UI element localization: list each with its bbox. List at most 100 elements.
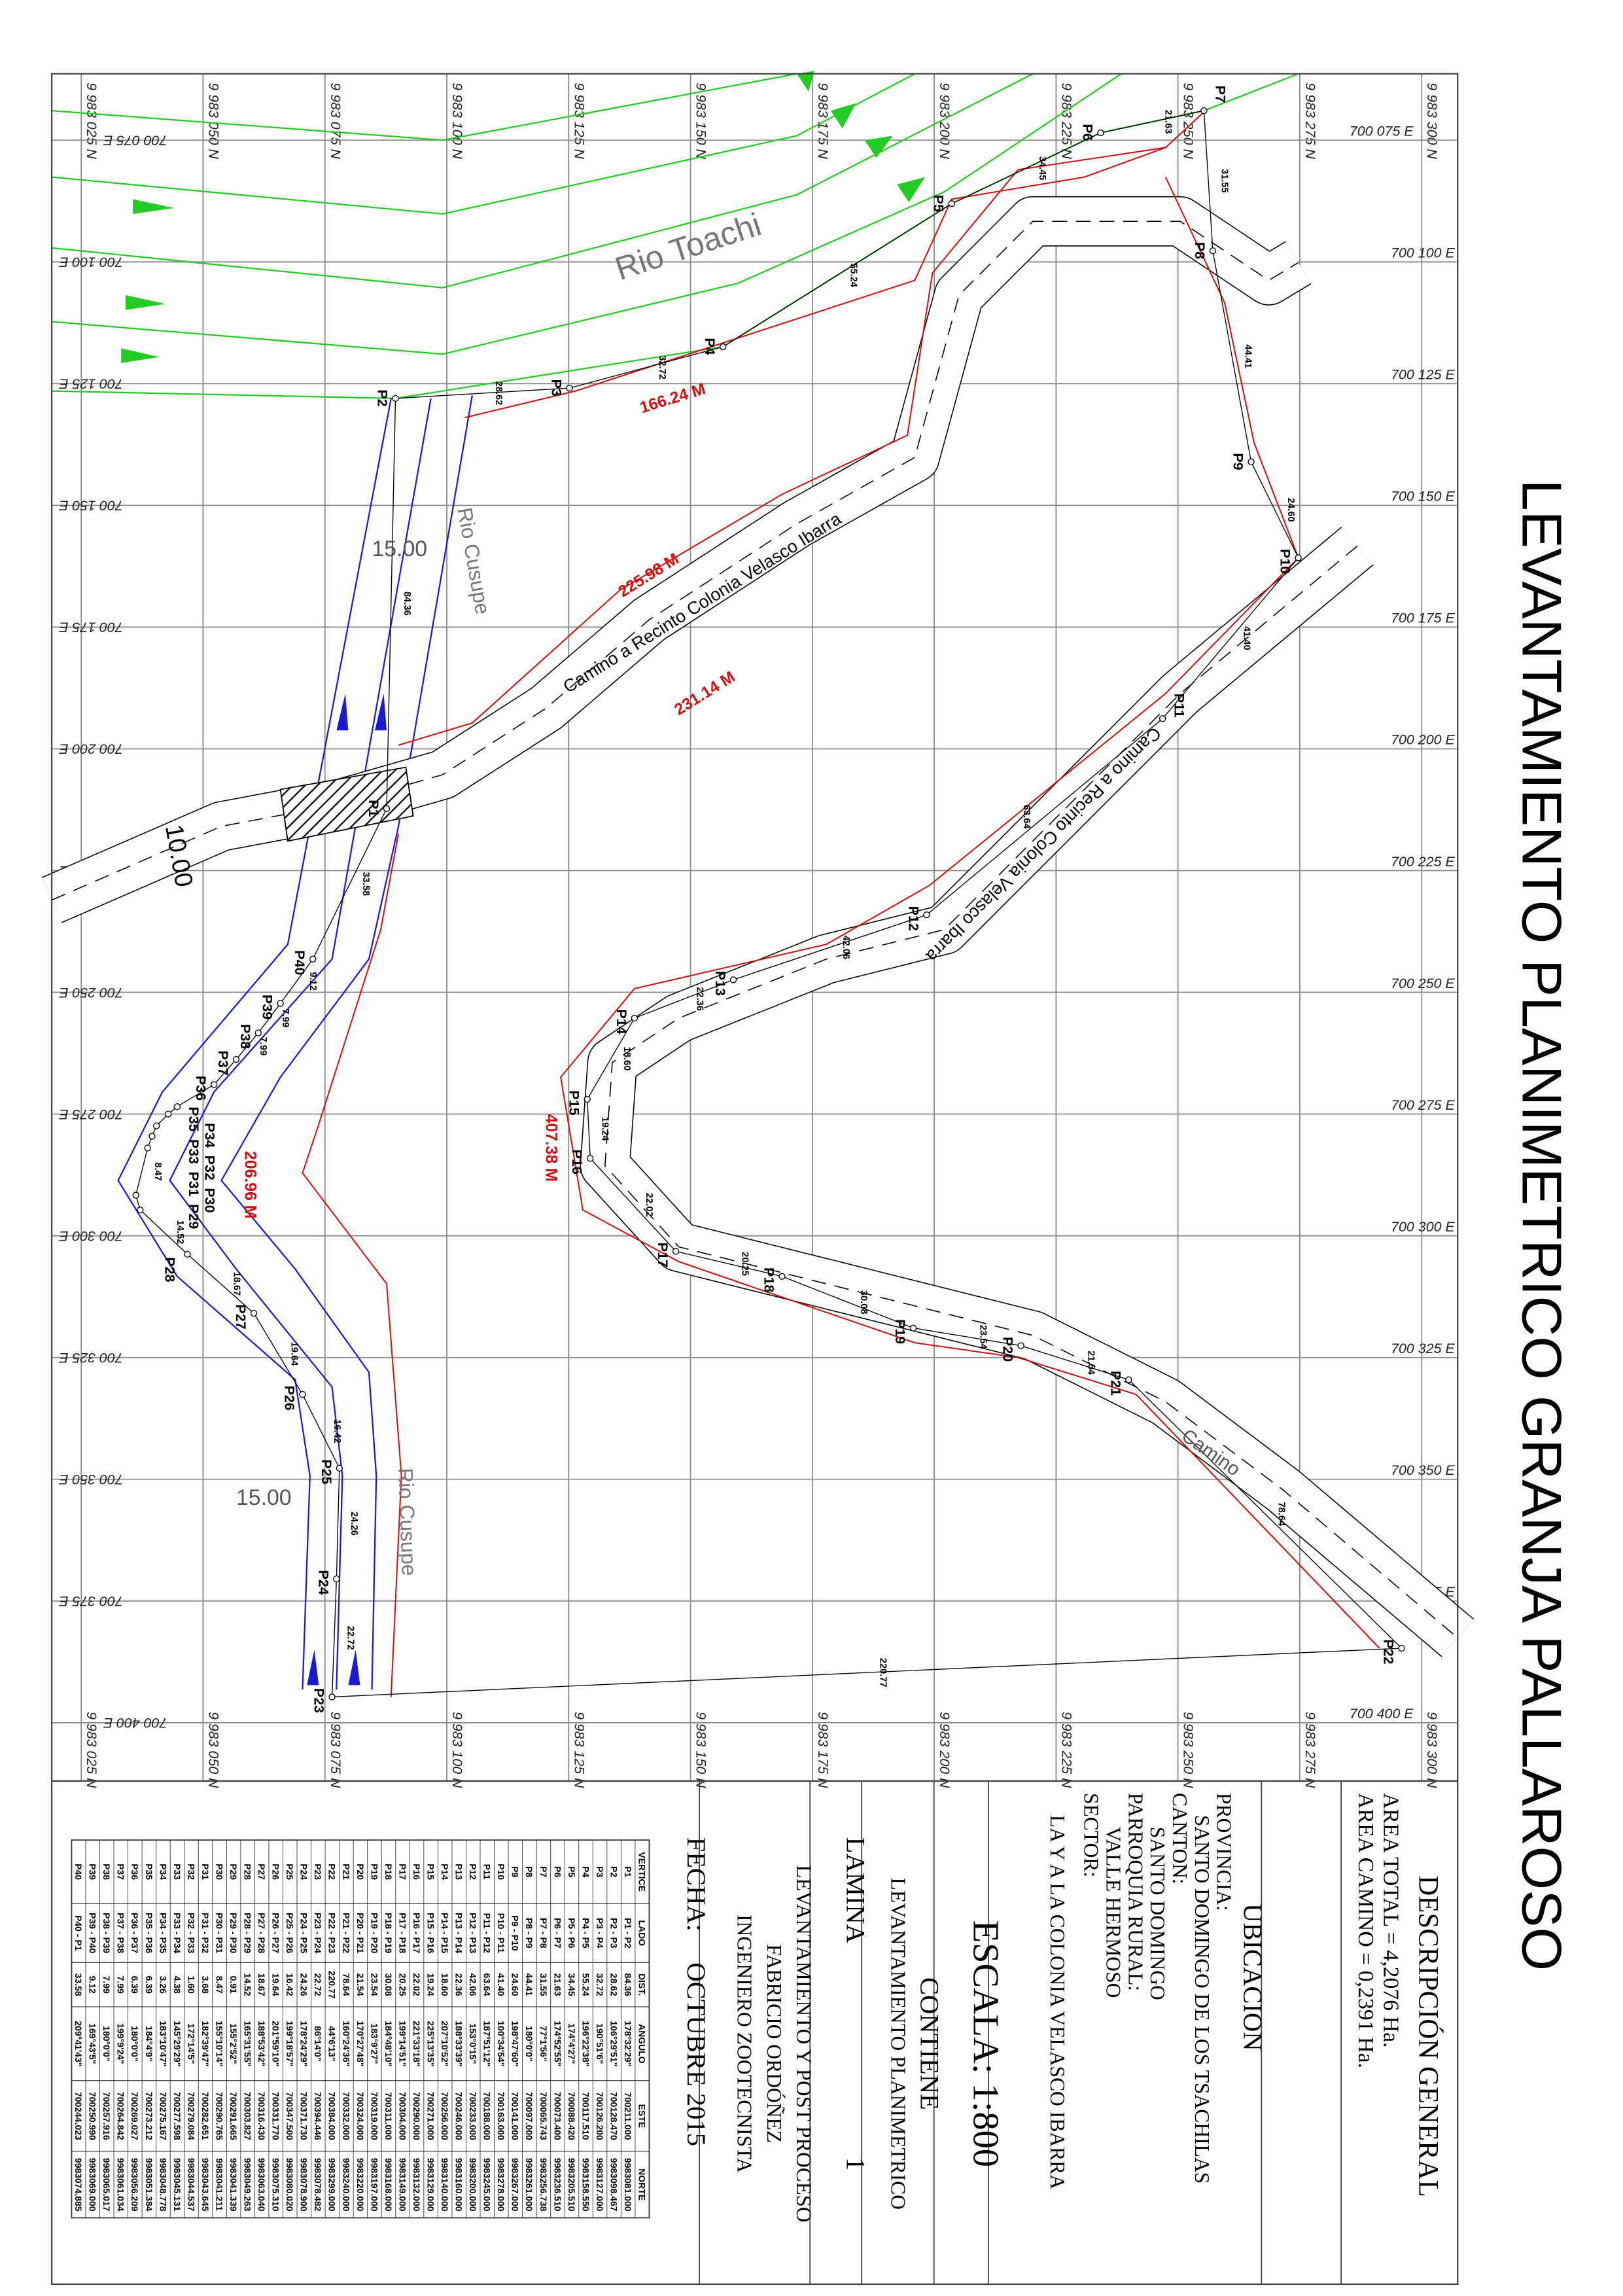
grid-label-east: 700 350 E [59,1472,123,1487]
grid-label-north: 9 983 300 N [1424,82,1440,159]
survey-point-marker [1209,247,1217,255]
table-cell: P39 - P40 [88,1913,98,1953]
survey-point-label: P8 [1192,242,1208,259]
grid-label-north: 9 983 025 N [84,82,99,159]
table-cell: P3 [595,1866,605,1877]
table-cell: P33 [172,1863,183,1880]
table-cell: P22 - P23 [327,1913,338,1953]
table-cell: P10 [496,1863,506,1880]
table-cell: 9983261.000 [524,2158,534,2212]
segment-distance-label: 7.99 [280,1009,290,1028]
table-cell: 183°10'47" [158,2021,168,2066]
table-cell: 196°22'38" [580,2021,591,2066]
table-cell: 700188.000 [482,2092,493,2140]
table-cell: P35 - P36 [144,1913,154,1953]
table-cell: 18.67 [256,1973,267,1996]
table-cell: 9983197.000 [369,2158,379,2212]
table-cell: 9983205.510 [567,2158,577,2212]
table-cell: P4 [580,1866,591,1877]
segment-distance-label: 34.45 [1037,156,1047,181]
survey-point-label: P28 [162,1257,178,1282]
table-cell: 209°41'43" [73,2021,84,2066]
segment-distance-label: 63.64 [1021,805,1032,829]
table-cell: 182°39'47" [200,2021,211,2066]
table-cell: 9983061.034 [116,2158,126,2212]
survey-point-marker [299,1390,306,1398]
sector-label: SECTOR: [1080,1793,1103,1877]
river-cusupe-line [220,395,473,1690]
table-cell: 9983200.000 [468,2158,478,2212]
table-cell: 100°34'54" [496,2021,506,2066]
grid-label-east: 700 075 E [103,132,167,148]
table-cell: P14 [440,1863,450,1880]
segment-distance-label: 44.41 [1243,344,1253,368]
survey-point-marker [566,384,573,392]
table-cell: P16 [411,1863,422,1880]
segment-distance-label: 24.60 [1285,498,1296,522]
table-header: ESTE [637,2104,648,2128]
table-cell: 700290.765 [214,2092,224,2140]
grid-label-north: 9 983 275 N [1302,1712,1318,1788]
author-line-1: LEVANTAMIENTO Y POST PROCESO [792,1865,815,2222]
segment-distance-label: 22.36 [695,987,705,1011]
survey-point-label: P5 [931,195,947,212]
table-cell: 9983045.131 [172,2158,183,2212]
segment-distance-label: 23.54 [978,1325,988,1349]
table-cell: P13 [454,1863,464,1880]
table-cell: 700211.000 [623,2092,633,2140]
table-cell: 9983049.263 [243,2158,253,2212]
segment-distance-label: 14.52 [175,1220,185,1245]
sheet-label: LAMINA [841,1837,871,1943]
table-cell: 188°33'39" [454,2021,464,2066]
table-cell: P24 [299,1863,309,1880]
table-cell: P9 - P10 [510,1915,521,1951]
grid-label-north: 9 983 175 N [815,1712,831,1788]
flow-arrow-icon [374,693,387,731]
survey-point-label: P1 [366,800,381,817]
table-cell: 9983048.778 [158,2158,168,2212]
table-cell: 700128.470 [608,2092,619,2140]
survey-point-marker [333,1575,340,1583]
grid-label-north: 9 983 075 N [328,82,343,159]
survey-point-marker [254,1029,262,1036]
table-cell: 9983245.000 [482,2158,493,2212]
table-cell: 178°24'29" [299,2021,309,2066]
table-cell: 170°27'48" [355,2021,366,2066]
survey-point-marker [1248,458,1255,466]
table-cell: 34.45 [567,1973,577,1996]
grid-label-north: 9 983 225 N [1058,1712,1074,1788]
scale: ESCALA: 1:800 [966,1920,1006,2167]
table-header: NORTE [637,2168,648,2200]
survey-point-label: P14 [614,1010,629,1034]
survey-point-label: P23 [311,1688,327,1713]
table-cell: 0.91 [228,1976,239,1994]
table-cell: P2 - P3 [608,1918,619,1949]
flow-arrows-cusupe [307,693,387,1686]
table-cell: 155°2'52" [228,2023,239,2064]
grid-label-east: 700 300 E [59,1228,123,1244]
table-cell: 700163.000 [496,2092,506,2140]
table-cell: 9983078.900 [299,2158,309,2212]
table-cell: 155°10'14" [214,2021,224,2066]
grid-label-north: 9 983 100 N [449,1712,465,1788]
table-cell: 700394.446 [313,2092,323,2140]
area-total: AREA TOTAL = 4,2076 Ha. [1378,1793,1403,2048]
survey-point-marker [250,1309,258,1317]
table-cell: 700257.916 [101,2092,112,2140]
boundary-length-label: 206.96 M [241,1151,259,1218]
grid-label-east: 700 150 E [1391,489,1455,504]
survey-point-label: P34 [202,1123,218,1148]
table-cell: 187°51'12" [482,2021,493,2066]
contents-heading: CONTIENE [915,1977,944,2110]
river-label: Rio Cusupe [394,1468,421,1576]
grid-label-north: 9 983 075 N [328,1712,343,1788]
survey-point-marker [137,1207,144,1214]
table-cell: P38 [101,1863,112,1880]
table-cell: P32 - P33 [186,1913,196,1953]
flow-arrow-icon [864,135,893,158]
table-cell: 221°33'18" [411,2021,422,2066]
table-cell: 700303.827 [243,2092,253,2140]
table-cell: 700275.167 [158,2092,168,2140]
table-cell: P37 - P38 [116,1913,126,1953]
segment-distance-label: 78.64 [1276,1502,1286,1526]
